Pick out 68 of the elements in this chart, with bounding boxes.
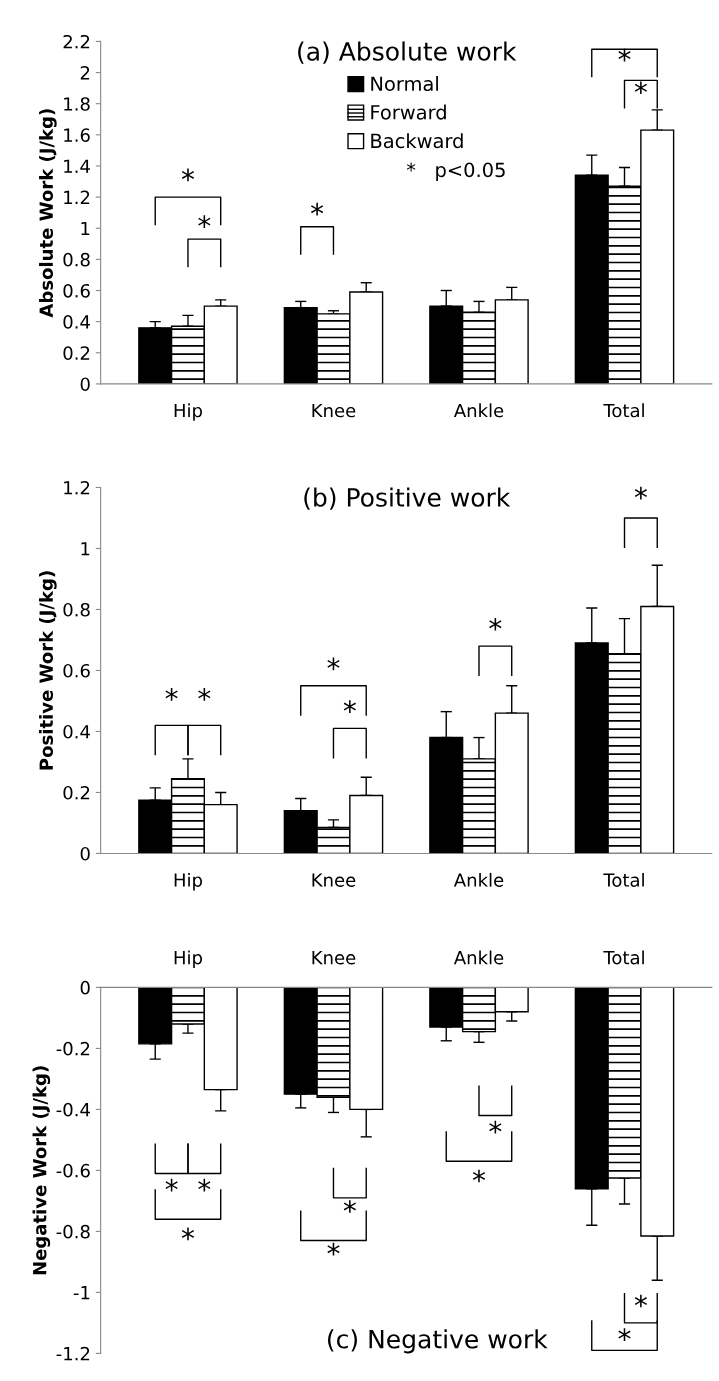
x-tick-label: Ankle (453, 872, 504, 887)
annotation: * (343, 1200, 356, 1213)
y-tick-label: 0 (80, 846, 90, 861)
y-tick-label: 2.2 (63, 34, 90, 49)
y-tick-label: 1.2 (64, 480, 90, 495)
annotation: * (489, 617, 502, 631)
y-tick-label: 0.6 (63, 663, 90, 678)
y-tick-label: 0.8 (63, 252, 90, 267)
annotation: * (310, 202, 324, 216)
x-tick-label: Total (603, 950, 644, 965)
y-tick-label: 0.2 (63, 346, 90, 360)
y-tick-label: -1.2 (56, 1346, 90, 1361)
y-tick-label: 0.6 (63, 283, 90, 298)
legend-label: Backward (371, 133, 463, 149)
y-tick-label: 1.2 (64, 190, 90, 204)
annotation: * (198, 1178, 211, 1192)
annotation: * (634, 486, 647, 500)
x-tick-label: Hip (174, 950, 203, 968)
y-axis-title: Negative Work (J/kg) (32, 1066, 51, 1275)
y-tick-label: 1.4 (64, 159, 90, 173)
y-axis-title: Positive Work (J/kg) (39, 571, 57, 770)
y-tick-label: 0.8 (63, 602, 90, 617)
y-axis-title: Absolute Work (J/kg) (39, 109, 57, 318)
x-tick-label: Knee (312, 951, 356, 965)
y-tick-label: -0.2 (56, 1041, 90, 1056)
x-tick-label: Hip (174, 872, 203, 891)
annotation: * (618, 48, 631, 62)
x-tick-label: Total (603, 872, 644, 887)
legend-label: Normal (371, 76, 438, 92)
y-tick-label: 1 (81, 221, 90, 236)
x-tick-label: Ankle (453, 950, 504, 965)
x-tick-label: Knee (312, 873, 356, 887)
annotation: * p<0.05 (406, 162, 505, 181)
annotation: * (327, 657, 340, 671)
y-tick-label: 2 (80, 66, 90, 80)
y-tick-label: 0 (80, 377, 90, 392)
annotation: * (618, 1328, 631, 1341)
annotation: * (634, 81, 647, 95)
y-tick-label: 1.6 (64, 128, 90, 142)
annotation: * (165, 1178, 178, 1192)
annotation: * (327, 1242, 340, 1256)
x-tick-label: Total (603, 403, 644, 418)
text: (c) Negative work (328, 1329, 548, 1354)
y-tick-label: 0.2 (63, 785, 90, 800)
y-tick-label: 1.8 (64, 97, 90, 111)
x-tick-label: Knee (312, 403, 356, 418)
annotation: * (198, 688, 211, 701)
y-tick-label: 0.4 (63, 724, 90, 739)
y-tick-label: 0.4 (63, 315, 90, 329)
x-tick-label: Ankle (453, 403, 504, 418)
chart-title: (a) Absolute work (298, 41, 517, 64)
x-tick-label: Hip (174, 403, 203, 421)
y-tick-label: -0.6 (56, 1163, 90, 1178)
annotation: * (489, 1120, 502, 1134)
y-tick-label: -0.8 (56, 1224, 90, 1239)
y-tick-label: 1 (81, 542, 90, 556)
annotation: * (198, 215, 211, 228)
chart-title: (b) Positive work (304, 487, 511, 510)
annotation: * (181, 1227, 195, 1241)
annotation: * (472, 1169, 486, 1183)
y-tick-label: -1 (73, 1286, 90, 1300)
annotation: * (634, 1294, 647, 1308)
annotation: * (165, 688, 178, 701)
annotation: * (343, 700, 356, 713)
annotation: * (181, 168, 195, 182)
y-tick-label: 0 (80, 980, 90, 995)
legend-label: Forward (371, 104, 446, 120)
y-tick-label: -0.4 (56, 1102, 90, 1117)
